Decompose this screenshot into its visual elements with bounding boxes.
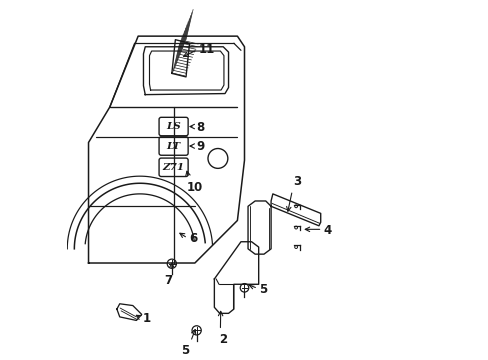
Text: 3: 3 bbox=[293, 175, 301, 188]
Text: LS: LS bbox=[166, 122, 181, 131]
Text: 5: 5 bbox=[259, 283, 267, 296]
Text: 8: 8 bbox=[196, 121, 204, 134]
Text: 5: 5 bbox=[181, 344, 189, 357]
Text: 1: 1 bbox=[142, 312, 150, 325]
Text: 11: 11 bbox=[199, 43, 215, 56]
Text: Z71: Z71 bbox=[162, 163, 184, 172]
Text: 9: 9 bbox=[196, 140, 204, 153]
Text: 6: 6 bbox=[189, 233, 197, 246]
Text: 4: 4 bbox=[323, 224, 331, 237]
Text: 7: 7 bbox=[164, 274, 172, 287]
Text: LT: LT bbox=[166, 141, 180, 150]
Text: 2: 2 bbox=[219, 333, 227, 346]
Text: 10: 10 bbox=[187, 181, 203, 194]
